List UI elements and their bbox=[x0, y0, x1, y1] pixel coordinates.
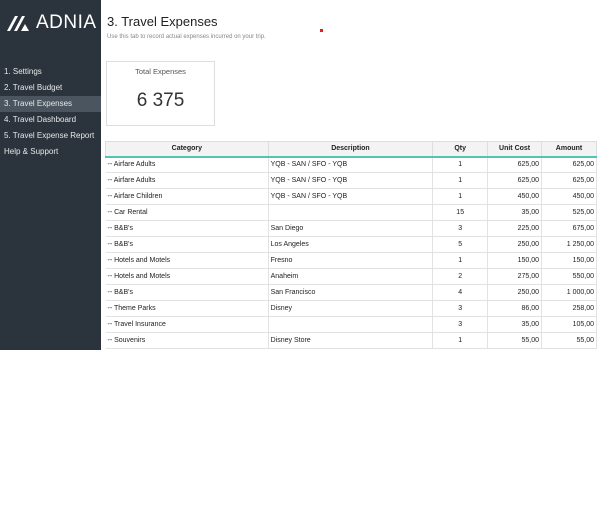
cell-unit-cost[interactable]: 35,00 bbox=[487, 204, 543, 221]
cell-category[interactable]: -- Airfare Adults bbox=[105, 156, 269, 173]
cell-unit-cost[interactable]: 250,00 bbox=[487, 236, 543, 253]
cell-amount[interactable]: 675,00 bbox=[541, 220, 597, 237]
table-row: -- B&B's San Francisco 4 250,00 1 000,00 bbox=[105, 284, 597, 301]
page-subtitle: Use this tab to record actual expenses i… bbox=[107, 34, 266, 40]
table-row: -- Car Rental 15 35,00 525,00 bbox=[105, 204, 597, 221]
cell-unit-cost[interactable]: 275,00 bbox=[487, 268, 543, 285]
cell-description[interactable]: YQB - SAN / SFO - YQB bbox=[268, 156, 434, 173]
table-row: -- B&B's San Diego 3 225,00 675,00 bbox=[105, 220, 597, 237]
total-expenses-label: Total Expenses bbox=[135, 67, 186, 76]
cell-unit-cost[interactable]: 450,00 bbox=[487, 188, 543, 205]
brand-logo: ADNIA bbox=[6, 12, 97, 34]
cell-amount[interactable]: 55,00 bbox=[541, 332, 597, 349]
cell-category[interactable]: -- Travel Insurance bbox=[105, 316, 269, 333]
cell-description[interactable]: San Diego bbox=[268, 220, 434, 237]
cell-unit-cost[interactable]: 150,00 bbox=[487, 252, 543, 269]
cell-qty[interactable]: 1 bbox=[432, 188, 489, 205]
cell-description[interactable] bbox=[268, 316, 434, 333]
cell-amount[interactable]: 1 250,00 bbox=[541, 236, 597, 253]
cell-unit-cost[interactable]: 225,00 bbox=[487, 220, 543, 237]
cell-amount[interactable]: 625,00 bbox=[541, 172, 597, 189]
cell-qty[interactable]: 1 bbox=[432, 172, 489, 189]
cell-category[interactable]: -- Airfare Adults bbox=[105, 172, 269, 189]
cell-qty[interactable]: 1 bbox=[432, 332, 489, 349]
table-row: -- Airfare Adults YQB - SAN / SFO - YQB 1 6… bbox=[105, 156, 597, 173]
expenses-table: Category Description Qty Unit Cost Amount --… bbox=[105, 141, 597, 349]
cell-amount[interactable]: 1 000,00 bbox=[541, 284, 597, 301]
cell-category[interactable]: -- Hotels and Motels bbox=[105, 252, 269, 269]
comment-indicator bbox=[320, 29, 323, 32]
cell-amount[interactable]: 525,00 bbox=[541, 204, 597, 221]
column-header-qty[interactable]: Qty bbox=[432, 141, 489, 158]
cell-amount[interactable]: 150,00 bbox=[541, 252, 597, 269]
sidebar-item-1[interactable]: 1. Settings bbox=[4, 67, 42, 76]
column-header-amount[interactable]: Amount bbox=[541, 141, 597, 158]
cell-category[interactable]: -- B&B's bbox=[105, 220, 269, 237]
cell-qty[interactable]: 2 bbox=[432, 268, 489, 285]
cell-category[interactable]: -- Airfare Children bbox=[105, 188, 269, 205]
cell-description[interactable] bbox=[268, 204, 434, 221]
table-row: -- Souvenirs Disney Store 1 55,00 55,00 bbox=[105, 332, 597, 349]
cell-amount[interactable]: 550,00 bbox=[541, 268, 597, 285]
cell-category[interactable]: -- Theme Parks bbox=[105, 300, 269, 317]
cell-qty[interactable]: 1 bbox=[432, 156, 489, 173]
table-row: -- B&B's Los Angeles 5 250,00 1 250,00 bbox=[105, 236, 597, 253]
cell-qty[interactable]: 3 bbox=[432, 300, 489, 317]
cell-qty[interactable]: 15 bbox=[432, 204, 489, 221]
table-row: -- Airfare Adults YQB - SAN / SFO - YQB 1 6… bbox=[105, 172, 597, 189]
cell-description[interactable]: Fresno bbox=[268, 252, 434, 269]
cell-amount[interactable]: 105,00 bbox=[541, 316, 597, 333]
table-row: -- Theme Parks Disney 3 86,00 258,00 bbox=[105, 300, 597, 317]
cell-qty[interactable]: 3 bbox=[432, 220, 489, 237]
cell-unit-cost[interactable]: 35,00 bbox=[487, 316, 543, 333]
cell-description[interactable]: Anaheim bbox=[268, 268, 434, 285]
cell-description[interactable]: Disney bbox=[268, 300, 434, 317]
cell-description[interactable]: Los Angeles bbox=[268, 236, 434, 253]
sidebar-item-5[interactable]: 5. Travel Expense Report bbox=[4, 131, 95, 140]
cell-amount[interactable]: 625,00 bbox=[541, 156, 597, 173]
cell-amount[interactable]: 450,00 bbox=[541, 188, 597, 205]
table-row: -- Hotels and Motels Anaheim 2 275,00 550,00 bbox=[105, 268, 597, 285]
sidebar-item-2[interactable]: 2. Travel Budget bbox=[4, 83, 63, 92]
cell-unit-cost[interactable]: 625,00 bbox=[487, 172, 543, 189]
cell-description[interactable]: Disney Store bbox=[268, 332, 434, 349]
cell-category[interactable]: -- Hotels and Motels bbox=[105, 268, 269, 285]
sidebar-nav: 1. Settings 2. Travel Budget 3. Travel Exp… bbox=[0, 64, 101, 160]
cell-qty[interactable]: 1 bbox=[432, 252, 489, 269]
sidebar: ADNIA 1. Settings 2. Travel Budget 3. Trav… bbox=[0, 0, 101, 350]
total-expenses-card: Total Expenses 6 375 bbox=[106, 61, 215, 126]
cell-unit-cost[interactable]: 625,00 bbox=[487, 156, 543, 173]
sidebar-item-6[interactable]: Help & Support bbox=[4, 147, 59, 156]
total-expenses-value: 6 375 bbox=[136, 90, 185, 111]
adnia-logo-icon bbox=[7, 16, 29, 31]
column-header-unit-cost[interactable]: Unit Cost bbox=[487, 141, 543, 158]
cell-description[interactable]: YQB - SAN / SFO - YQB bbox=[268, 172, 434, 189]
cell-category[interactable]: -- B&B's bbox=[105, 284, 269, 301]
column-header-description[interactable]: Description bbox=[267, 141, 434, 158]
cell-qty[interactable]: 5 bbox=[432, 236, 489, 253]
column-header-category[interactable]: Category bbox=[105, 141, 269, 158]
cell-unit-cost[interactable]: 250,00 bbox=[487, 284, 543, 301]
table-row: -- Hotels and Motels Fresno 1 150,00 150,00 bbox=[105, 252, 597, 269]
table-row: -- Travel Insurance 3 35,00 105,00 bbox=[105, 316, 597, 333]
cell-category[interactable]: -- Souvenirs bbox=[105, 332, 269, 349]
cell-category[interactable]: -- Car Rental bbox=[105, 204, 269, 221]
cell-unit-cost[interactable]: 86,00 bbox=[487, 300, 543, 317]
cell-description[interactable]: San Francisco bbox=[268, 284, 434, 301]
cell-qty[interactable]: 4 bbox=[432, 284, 489, 301]
sidebar-item-4[interactable]: 4. Travel Dashboard bbox=[4, 115, 77, 124]
table-row: -- Airfare Children YQB - SAN / SFO - YQB… bbox=[105, 188, 597, 205]
cell-qty[interactable]: 3 bbox=[432, 316, 489, 333]
cell-amount[interactable]: 258,00 bbox=[541, 300, 597, 317]
cell-description[interactable]: YQB - SAN / SFO - YQB bbox=[268, 188, 434, 205]
page-title: 3. Travel Expenses bbox=[107, 14, 218, 29]
cell-unit-cost[interactable]: 55,00 bbox=[487, 332, 543, 349]
cell-category[interactable]: -- B&B's bbox=[105, 236, 269, 253]
sidebar-item-3[interactable]: 3. Travel Expenses bbox=[0, 96, 101, 112]
